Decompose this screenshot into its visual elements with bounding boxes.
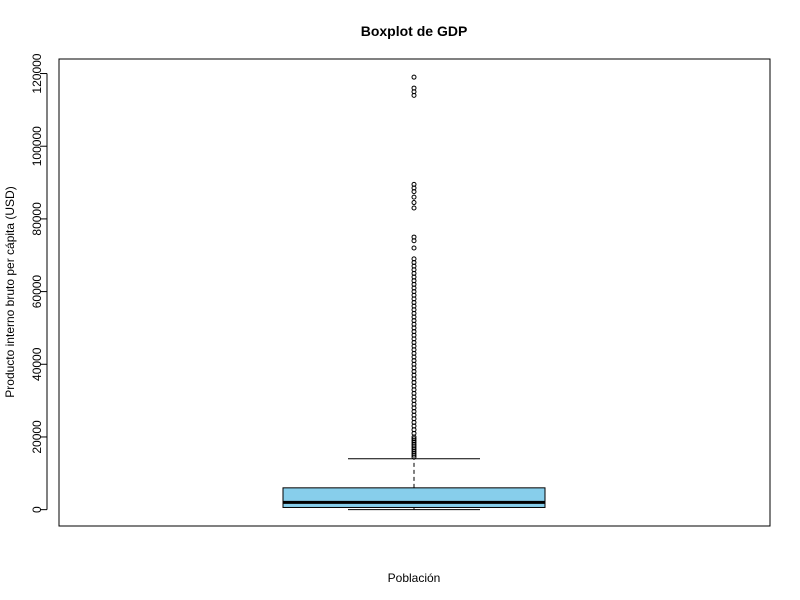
outlier-point-69 bbox=[411, 181, 417, 187]
y-tick-label-0: 0 bbox=[30, 506, 44, 513]
outlier-point-64 bbox=[411, 205, 417, 211]
outlier-point-10 bbox=[411, 436, 417, 442]
outlier-point-65 bbox=[411, 200, 417, 206]
x-axis-label: Población bbox=[388, 571, 441, 585]
outlier-point-60 bbox=[411, 256, 417, 262]
outlier-point-63 bbox=[411, 234, 417, 240]
outlier-point-61 bbox=[411, 245, 417, 251]
y-tick-label-120000: 120000 bbox=[30, 53, 44, 93]
outlier-point-73 bbox=[411, 74, 417, 80]
iqr-box bbox=[282, 487, 546, 508]
y-tick-label-20000: 20000 bbox=[30, 420, 44, 454]
y-axis: 0 20000 40000 60000 80000 100000 120000 bbox=[30, 53, 48, 513]
outlier-point-66 bbox=[411, 194, 417, 200]
box-group bbox=[282, 458, 546, 511]
plot-frame bbox=[58, 58, 771, 527]
y-axis-label: Producto interno bruto per cápita (USD) bbox=[3, 186, 17, 397]
y-tick-label-60000: 60000 bbox=[30, 275, 44, 309]
outlier-point-72 bbox=[411, 85, 417, 91]
y-tick-label-100000: 100000 bbox=[30, 126, 44, 166]
chart-title: Boxplot de GDP bbox=[361, 23, 468, 39]
y-tick-label-80000: 80000 bbox=[30, 202, 44, 236]
y-tick-label-40000: 40000 bbox=[30, 347, 44, 381]
outlier-group bbox=[411, 74, 417, 460]
